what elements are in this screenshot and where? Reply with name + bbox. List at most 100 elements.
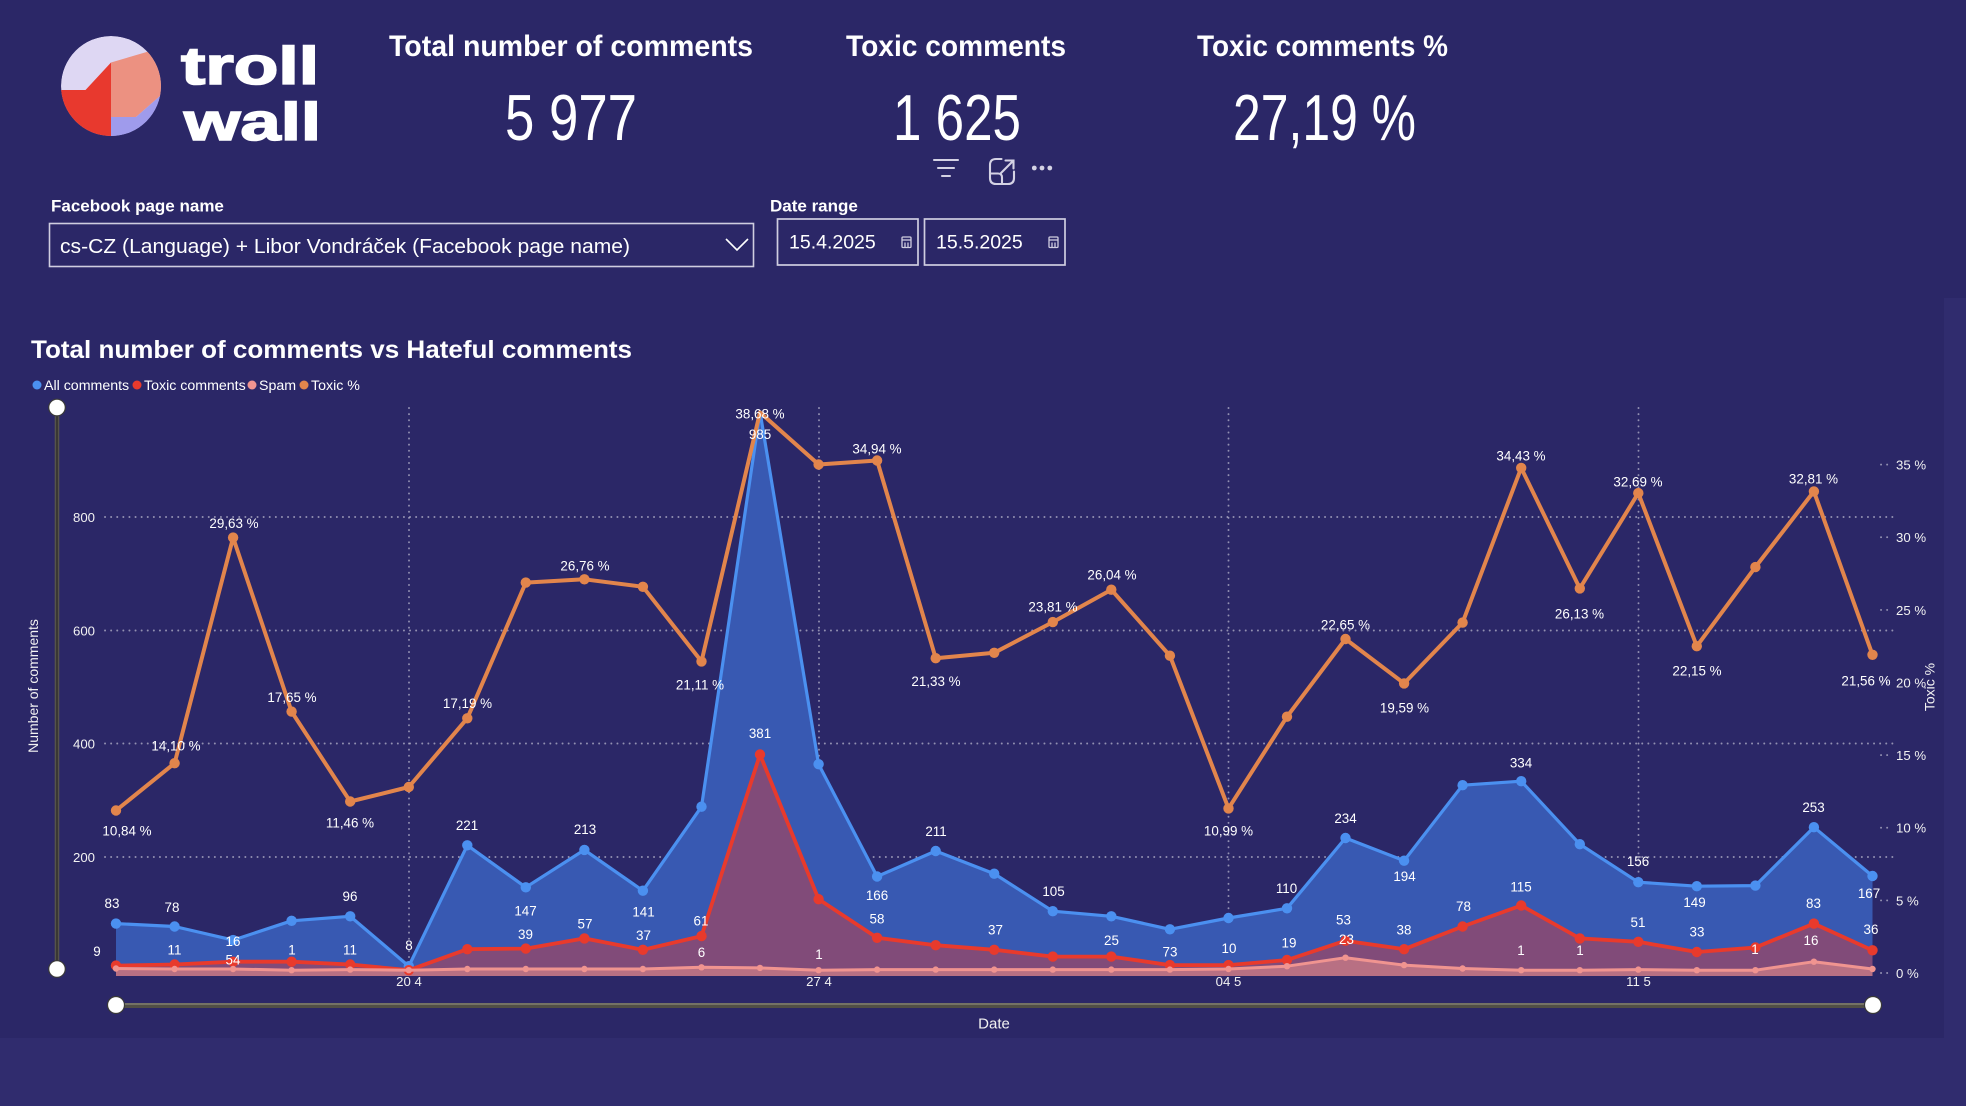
svg-text:58: 58 (870, 911, 885, 926)
svg-text:156: 156 (1627, 854, 1649, 869)
svg-text:26,76 %: 26,76 % (560, 558, 609, 573)
svg-text:11,46 %: 11,46 % (326, 815, 374, 830)
svg-text:Total number of comments vs Ha: Total number of comments vs Hateful comm… (31, 336, 632, 364)
svg-text:20 %: 20 % (1896, 676, 1926, 691)
svg-text:1: 1 (1517, 943, 1524, 958)
svg-text:25 %: 25 % (1896, 603, 1926, 618)
svg-text:1: 1 (1751, 942, 1758, 957)
svg-text:cs-CZ (Language) + Libor Vondr: cs-CZ (Language) + Libor Vondráček (Face… (60, 236, 630, 258)
svg-text:36: 36 (1864, 922, 1879, 937)
svg-text:83: 83 (1806, 896, 1821, 911)
svg-text:troll: troll (181, 37, 319, 96)
svg-text:Number of comments: Number of comments (25, 619, 41, 753)
svg-text:110: 110 (1276, 881, 1297, 896)
svg-text:5 %: 5 % (1896, 893, 1919, 908)
svg-text:17,65 %: 17,65 % (267, 690, 316, 705)
svg-text:Toxic comments: Toxic comments (846, 30, 1066, 63)
svg-text:600: 600 (73, 624, 95, 639)
svg-text:15.5.2025: 15.5.2025 (936, 232, 1023, 254)
svg-text:22,15 %: 22,15 % (1672, 663, 1721, 678)
svg-text:Facebook page name: Facebook page name (51, 197, 224, 216)
svg-text:11 5: 11 5 (1626, 974, 1651, 989)
svg-text:30 %: 30 % (1896, 530, 1926, 545)
svg-text:35 %: 35 % (1896, 458, 1926, 473)
svg-text:16: 16 (1804, 933, 1819, 948)
svg-text:Total number of comments: Total number of comments (389, 30, 753, 63)
svg-text:141: 141 (632, 904, 654, 919)
svg-text:8: 8 (405, 938, 412, 953)
svg-text:61: 61 (694, 913, 709, 928)
svg-text:57: 57 (578, 916, 593, 931)
svg-text:334: 334 (1510, 755, 1533, 770)
svg-text:16: 16 (226, 934, 241, 949)
svg-text:10,84 %: 10,84 % (102, 823, 151, 838)
svg-text:381: 381 (749, 726, 771, 741)
svg-text:26,13 %: 26,13 % (1555, 606, 1604, 621)
svg-text:15 %: 15 % (1896, 748, 1926, 763)
svg-text:6: 6 (698, 945, 705, 960)
svg-text:Toxic %: Toxic % (1922, 663, 1938, 711)
svg-text:11: 11 (168, 942, 182, 957)
svg-text:147: 147 (514, 903, 536, 918)
svg-text:149: 149 (1683, 895, 1705, 910)
svg-text:23: 23 (1339, 932, 1354, 947)
svg-text:38,68 %: 38,68 % (735, 406, 784, 421)
svg-text:211: 211 (925, 824, 946, 839)
svg-text:Date range: Date range (770, 197, 858, 216)
svg-text:221: 221 (456, 818, 478, 833)
svg-text:10,99 %: 10,99 % (1204, 823, 1253, 838)
svg-text:04 5: 04 5 (1216, 974, 1242, 989)
svg-text:200: 200 (73, 850, 95, 865)
svg-text:32,69 %: 32,69 % (1613, 474, 1662, 489)
svg-text:0 %: 0 % (1896, 966, 1919, 981)
svg-text:Date: Date (978, 1016, 1010, 1033)
svg-text:All comments: All comments (44, 378, 129, 394)
svg-text:5 977: 5 977 (505, 81, 637, 154)
svg-text:29,63 %: 29,63 % (209, 516, 258, 531)
svg-text:22,65 %: 22,65 % (1321, 617, 1370, 632)
svg-text:Toxic %: Toxic % (311, 378, 360, 394)
svg-text:96: 96 (343, 889, 358, 904)
svg-text:25: 25 (1104, 933, 1119, 948)
svg-text:21,33 %: 21,33 % (911, 674, 960, 689)
svg-text:27 4: 27 4 (806, 974, 832, 989)
svg-text:Toxic comments: Toxic comments (144, 378, 246, 394)
svg-text:38: 38 (1397, 922, 1412, 937)
svg-text:wall: wall (183, 93, 321, 152)
svg-text:Spam: Spam (259, 378, 296, 394)
svg-text:10 %: 10 % (1896, 821, 1926, 836)
svg-text:11: 11 (343, 942, 357, 957)
svg-text:83: 83 (105, 896, 120, 911)
svg-text:34,43 %: 34,43 % (1496, 448, 1545, 463)
svg-text:105: 105 (1042, 884, 1064, 899)
svg-text:213: 213 (574, 822, 596, 837)
svg-text:1: 1 (1576, 943, 1583, 958)
svg-text:21,11 %: 21,11 % (676, 677, 724, 692)
svg-text:78: 78 (165, 900, 180, 915)
svg-text:15.4.2025: 15.4.2025 (789, 232, 876, 254)
svg-text:17,19 %: 17,19 % (443, 696, 492, 711)
svg-text:37: 37 (636, 928, 651, 943)
svg-text:800: 800 (73, 510, 95, 525)
svg-text:14,10 %: 14,10 % (151, 738, 200, 753)
svg-text:10: 10 (1222, 941, 1237, 956)
svg-text:Toxic comments %: Toxic comments % (1197, 30, 1448, 63)
svg-text:21,56 %: 21,56 % (1841, 673, 1890, 688)
svg-text:26,04 %: 26,04 % (1087, 567, 1136, 582)
svg-text:27,19 %: 27,19 % (1233, 81, 1416, 154)
svg-text:9: 9 (93, 944, 100, 959)
svg-text:1 625: 1 625 (893, 81, 1021, 154)
svg-text:37: 37 (988, 922, 1003, 937)
svg-text:39: 39 (518, 927, 533, 942)
svg-text:53: 53 (1336, 912, 1351, 927)
svg-text:73: 73 (1163, 944, 1178, 959)
svg-text:32,81 %: 32,81 % (1789, 471, 1838, 486)
svg-text:20 4: 20 4 (396, 974, 422, 989)
svg-text:194: 194 (1393, 869, 1416, 884)
svg-text:167: 167 (1858, 886, 1880, 901)
svg-text:78: 78 (1456, 899, 1471, 914)
svg-text:253: 253 (1802, 800, 1824, 815)
svg-text:985: 985 (749, 427, 771, 442)
svg-text:1: 1 (815, 947, 822, 962)
svg-text:1: 1 (288, 942, 295, 957)
